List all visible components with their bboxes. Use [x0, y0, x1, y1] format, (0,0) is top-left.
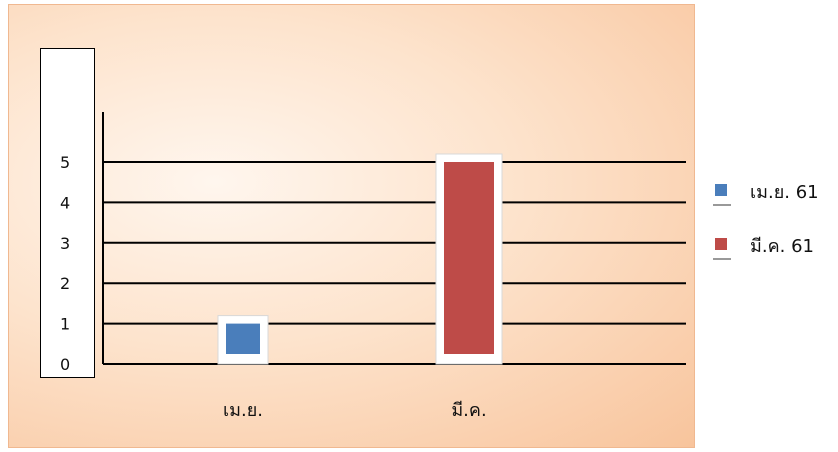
legend-label: มี.ค. 61 — [750, 236, 814, 257]
bar-1 — [444, 162, 494, 354]
chart-background — [8, 4, 695, 448]
legend-swatch — [715, 238, 727, 250]
bar-0 — [226, 323, 260, 354]
y-tick-label: 3 — [60, 234, 70, 253]
y-tick-label: 0 — [60, 355, 70, 374]
y-tick-label: 5 — [60, 153, 70, 172]
legend-swatch — [715, 184, 727, 196]
y-tick-label: 4 — [60, 193, 70, 212]
x-category-label: เม.ย. — [223, 400, 263, 421]
y-tick-label: 2 — [60, 274, 70, 293]
y-axis-label-box — [40, 48, 95, 378]
legend-label: เม.ย. 61 — [750, 182, 819, 203]
x-category-label: มี.ค. — [451, 400, 486, 421]
y-tick-label: 1 — [60, 315, 70, 334]
